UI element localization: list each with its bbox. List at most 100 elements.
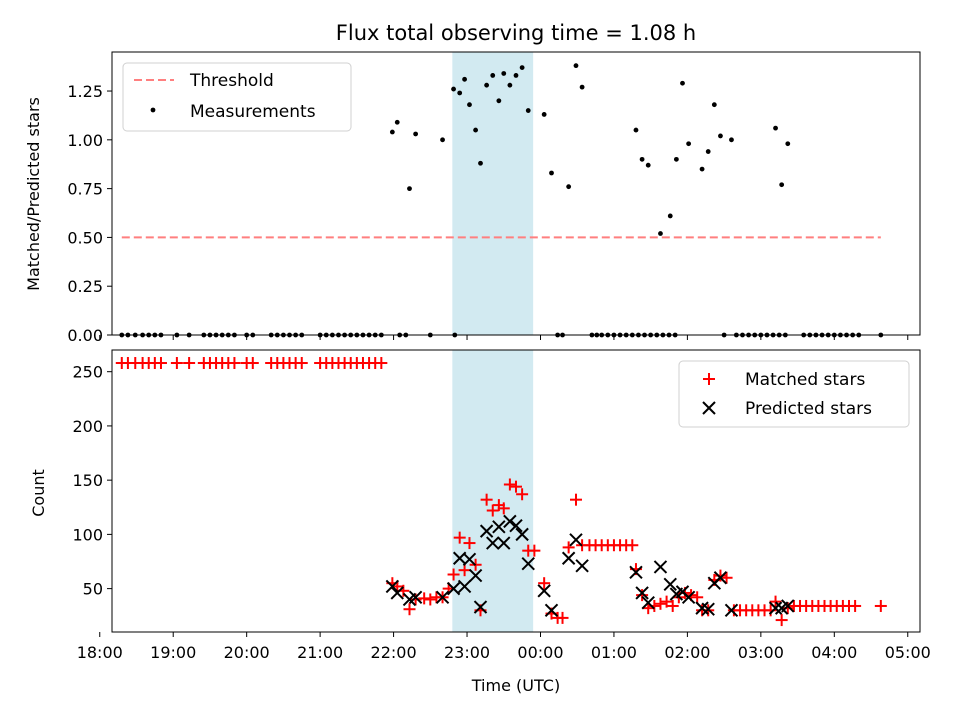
measurement-point — [573, 63, 579, 69]
x-tick-label: 23:00 — [444, 643, 490, 662]
predicted-star-point — [479, 524, 494, 538]
matched-star-point — [769, 595, 782, 608]
predicted-star-point — [509, 519, 523, 533]
matched-star-point — [510, 480, 522, 493]
predicted-star-point — [462, 552, 477, 567]
measurement-point — [705, 149, 711, 154]
matched-star-point — [463, 537, 476, 550]
measurement-point — [496, 98, 502, 104]
measurement-point — [394, 119, 400, 125]
x-tick-label: 03:00 — [738, 643, 784, 662]
measurement-point — [507, 82, 513, 88]
top-y-axis-label: Matched/Predicted stars — [24, 97, 43, 291]
matched-star-point — [556, 611, 569, 624]
measurement-point — [407, 186, 412, 192]
x-tick-label: 02:00 — [664, 643, 710, 662]
measurement-point — [467, 102, 472, 108]
predicted-star-point — [768, 601, 783, 615]
predicted-star-point — [663, 577, 677, 591]
x-tick-label: 04:00 — [811, 643, 857, 662]
predicted-star-point — [385, 579, 400, 594]
measurement-point — [478, 160, 483, 166]
matched-star-point — [642, 602, 655, 615]
measurement-point — [645, 162, 651, 168]
matched-star-point — [516, 488, 529, 501]
matched-stars-legend-label: Matched stars — [745, 370, 865, 390]
predicted-star-point — [575, 559, 589, 573]
predicted-star-point — [446, 581, 461, 596]
top-panel: 0.00 0.25 0.50 0.75 1.00 1.25 Matched/Predict… — [24, 51, 921, 345]
matched-star-point — [497, 502, 510, 515]
predicted-star-point — [521, 556, 535, 571]
bottom-y-axis-label: Count — [29, 469, 48, 517]
x-tick-label: 18:00 — [77, 643, 123, 662]
predicted-stars-points — [385, 514, 795, 618]
predicted-star-point — [569, 533, 583, 547]
measurement-point — [686, 141, 692, 147]
measurement-point — [462, 76, 467, 82]
bottom-shaded-interval — [452, 350, 534, 632]
bottom-legend: Matched stars Predicted stars — [678, 360, 910, 428]
matched-star-point — [458, 564, 471, 577]
matched-star-point — [660, 595, 673, 608]
measurement-point — [490, 73, 496, 78]
predicted-star-point — [681, 590, 696, 604]
bottom-y-tick-label: 150 — [72, 471, 103, 490]
predicted-stars-legend-swatch — [702, 401, 716, 415]
top-y-tick-label: 0.00 — [67, 326, 103, 345]
predicted-star-point — [468, 568, 483, 583]
matched-star-point — [538, 577, 551, 590]
top-legend: Threshold Measurements — [122, 62, 352, 132]
top-y-ticks: 0.00 0.25 0.50 0.75 1.00 1.25 — [67, 82, 112, 345]
bottom-y-tick-label: 250 — [72, 363, 103, 382]
top-y-tick-label: 0.25 — [67, 277, 103, 296]
predicted-star-point — [492, 520, 506, 534]
top-y-tick-label: 1.25 — [67, 82, 103, 101]
matched-star-point — [849, 599, 862, 612]
predicted-star-point — [781, 599, 795, 613]
measurement-point — [513, 73, 519, 78]
measurement-point — [779, 182, 785, 188]
predicted-stars-legend-label: Predicted stars — [745, 399, 872, 419]
predicted-star-point — [497, 536, 511, 550]
predicted-star-point — [701, 602, 715, 616]
matched-star-point — [626, 539, 639, 552]
x-tick-label: 19:00 — [150, 643, 196, 662]
x-tick-label: 21:00 — [297, 643, 343, 662]
measurement-point — [440, 137, 445, 143]
measurement-point — [451, 86, 456, 92]
matched-star-point — [295, 357, 308, 370]
predicted-star-point — [724, 603, 739, 618]
chart-title: Flux total observing time = 1.08 h — [336, 21, 696, 45]
bottom-panel: 50 100 150 200 250 18:00 19:00 20:00 21:00 22:00… — [29, 349, 931, 695]
measurements-legend-label: Measurements — [190, 102, 316, 122]
predicted-star-point — [561, 551, 576, 565]
top-x-ticks — [99, 335, 909, 340]
matched-star-point — [409, 593, 422, 606]
matched-star-point — [418, 592, 431, 605]
measurement-point — [549, 170, 554, 176]
x-tick-label: 05:00 — [885, 643, 931, 662]
top-plot-frame — [111, 51, 921, 336]
measurement-point — [718, 133, 723, 139]
bottom-plot-frame — [111, 349, 921, 633]
measurement-point — [773, 125, 778, 131]
matched-star-point — [375, 357, 388, 370]
matched-star-point — [666, 599, 679, 612]
measurement-point — [699, 166, 705, 172]
predicted-star-point — [503, 514, 517, 529]
measurement-point — [680, 80, 685, 86]
x-tick-label: 22:00 — [371, 643, 417, 662]
bottom-y-tick-label: 100 — [72, 525, 103, 544]
measurement-point — [389, 129, 395, 135]
measurement-point — [525, 108, 531, 113]
matched-star-point — [720, 571, 733, 584]
matched-star-point — [154, 357, 167, 370]
bottom-y-tick-label: 200 — [72, 417, 103, 436]
measurement-point — [633, 127, 639, 133]
predicted-star-point — [408, 590, 423, 604]
matched-star-point — [447, 568, 460, 581]
x-tick-label: 20:00 — [224, 643, 270, 662]
predicted-star-point — [486, 536, 500, 550]
measurement-point — [457, 90, 463, 96]
